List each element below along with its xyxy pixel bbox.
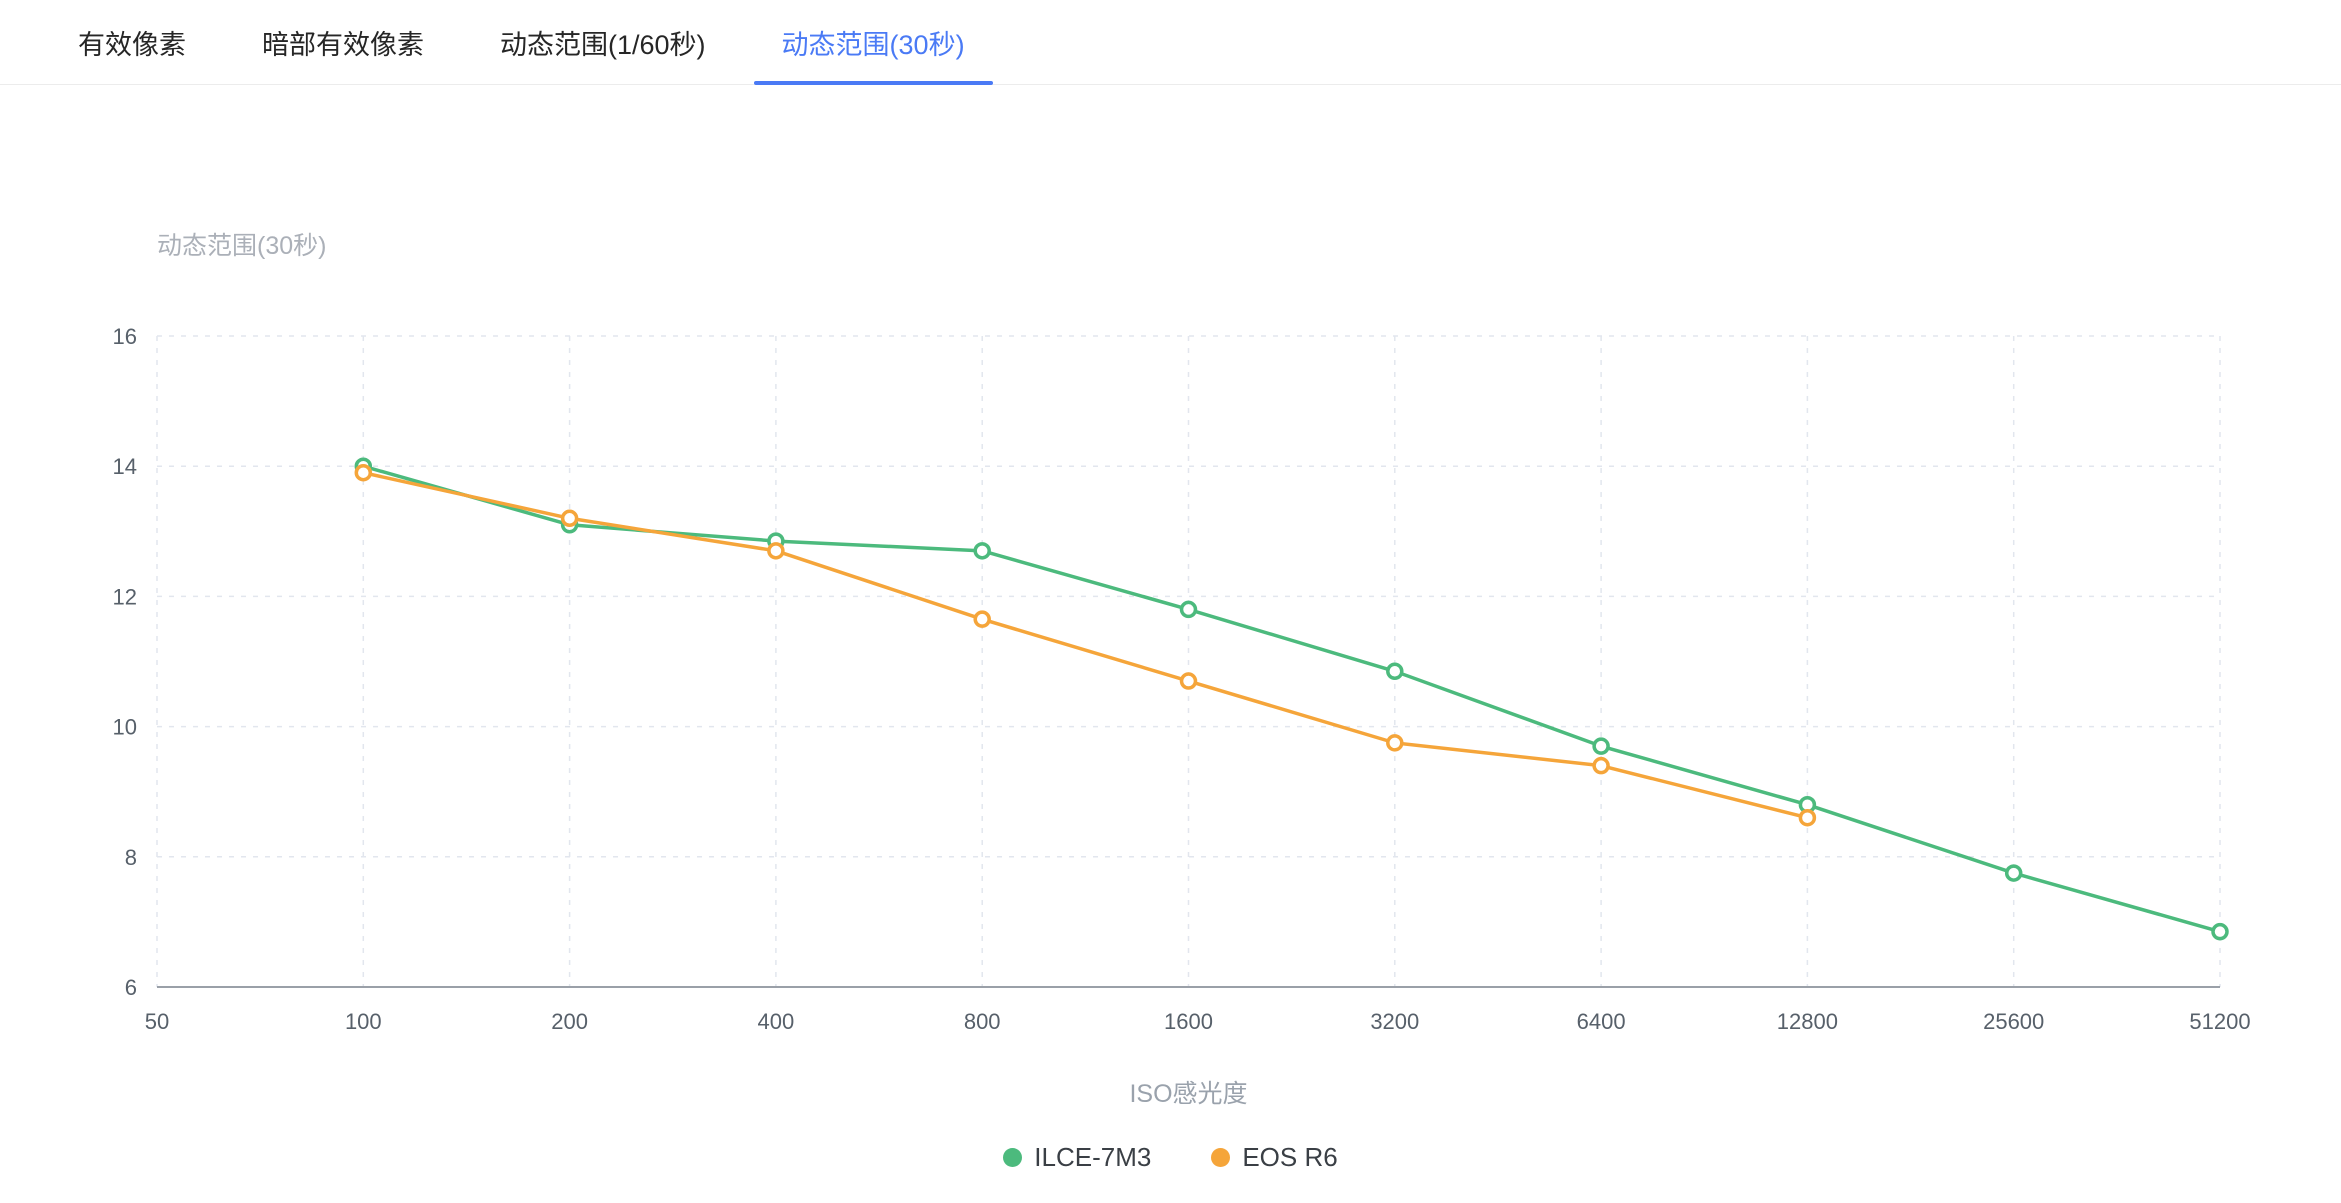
tab-label: 动态范围(1/60秒) xyxy=(500,29,706,60)
svg-text:10: 10 xyxy=(113,715,137,740)
svg-text:50: 50 xyxy=(145,1009,169,1034)
svg-text:12800: 12800 xyxy=(1777,1009,1838,1034)
svg-text:200: 200 xyxy=(551,1009,588,1034)
svg-text:25600: 25600 xyxy=(1983,1009,2044,1034)
legend-item-ilce-7m3[interactable]: ILCE-7M3 xyxy=(1003,1142,1151,1173)
legend: ILCE-7M3 EOS R6 xyxy=(0,1142,2341,1173)
svg-text:6400: 6400 xyxy=(1577,1009,1626,1034)
tab-effective-pixels[interactable]: 有效像素 xyxy=(50,0,214,84)
svg-text:400: 400 xyxy=(758,1009,795,1034)
svg-text:8: 8 xyxy=(125,845,137,870)
svg-text:800: 800 xyxy=(964,1009,1001,1034)
legend-item-eos-r6[interactable]: EOS R6 xyxy=(1211,1142,1338,1173)
legend-marker-icon xyxy=(1211,1148,1231,1167)
svg-text:51200: 51200 xyxy=(2189,1009,2250,1034)
tab-dynamic-range-1-60s[interactable]: 动态范围(1/60秒) xyxy=(472,0,734,84)
tab-dynamic-range-30s[interactable]: 动态范围(30秒) xyxy=(753,0,993,85)
legend-label: ILCE-7M3 xyxy=(1034,1142,1152,1172)
legend-label: EOS R6 xyxy=(1242,1142,1338,1172)
tab-shadow-effective-pixels[interactable]: 暗部有效像素 xyxy=(234,0,452,84)
svg-text:1600: 1600 xyxy=(1164,1009,1213,1034)
chart-title: 动态范围(30秒) xyxy=(157,232,327,260)
legend-marker-icon xyxy=(1003,1148,1023,1167)
tab-bar: 有效像素 暗部有效像素 动态范围(1/60秒) 动态范围(30秒) xyxy=(0,0,2341,85)
svg-text:16: 16 xyxy=(113,324,137,349)
tab-label: 动态范围(30秒) xyxy=(781,29,965,60)
x-axis-name: ISO感光度 xyxy=(1129,1080,1248,1108)
svg-text:100: 100 xyxy=(345,1009,382,1034)
svg-text:3200: 3200 xyxy=(1370,1009,1419,1034)
svg-text:14: 14 xyxy=(113,454,137,479)
svg-text:6: 6 xyxy=(125,975,137,1000)
tab-label: 有效像素 xyxy=(78,29,186,60)
tab-label: 暗部有效像素 xyxy=(262,29,424,60)
svg-text:12: 12 xyxy=(113,584,137,609)
